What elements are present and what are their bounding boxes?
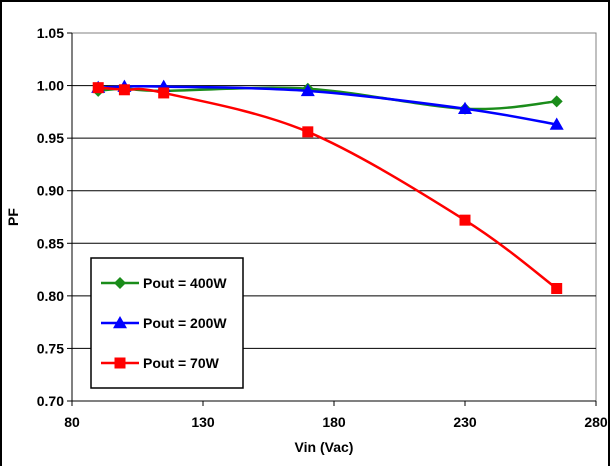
legend-label: Pout = 70W [143,355,220,371]
data-point-pout-200w [300,83,315,97]
y-tick-label: 0.80 [37,288,64,304]
y-tick-label: 0.90 [37,183,64,199]
legend-item-pout-200w: Pout = 200W [101,315,227,331]
x-tick-label: 80 [64,414,80,430]
axes [67,32,597,406]
data-point-pout-70w [302,126,314,138]
y-tick-label: 0.95 [37,130,64,146]
x-tick-label: 130 [191,414,215,430]
data-point-pout-70w [118,84,130,96]
y-tick-label: 1.00 [37,78,64,94]
x-tick-label: 230 [453,414,477,430]
data-point-pout-200w [458,101,472,114]
x-axis-label: Vin (Vac) [295,439,354,455]
legend-swatch-marker [114,357,126,369]
data-point-pout-70w [551,282,563,294]
legend-swatch-marker [114,277,126,289]
legend-item-pout-400w: Pout = 400W [101,275,227,291]
y-tick-label: 0.75 [37,340,64,356]
series-pout-70w [92,82,563,294]
data-point-pout-70w [158,87,170,99]
gridlines [72,85,596,349]
legend: Pout = 400W Pout = 200W Pout = 70W [90,257,244,389]
series-group [91,79,564,294]
y-tick-label: 0.70 [37,393,64,409]
data-point-pout-200w [549,117,564,130]
y-tick-label: 0.85 [37,235,64,251]
x-tick-label: 280 [584,414,608,430]
tick-labels: 0.70 0.75 0.80 0.85 0.90 0.95 1.00 1.05 80 130 180… [37,25,608,430]
y-axis-label: PF [5,208,21,226]
data-point-pout-70w [92,82,104,94]
x-tick-label: 180 [322,414,346,430]
legend-swatch-marker [113,316,127,329]
legend-label: Pout = 400W [143,275,227,291]
data-point-pout-400w [550,95,563,108]
legend-item-pout-70w: Pout = 70W [101,355,220,371]
legend-label: Pout = 200W [143,315,227,331]
y-tick-label: 1.05 [37,25,64,41]
data-point-pout-70w [459,214,471,226]
